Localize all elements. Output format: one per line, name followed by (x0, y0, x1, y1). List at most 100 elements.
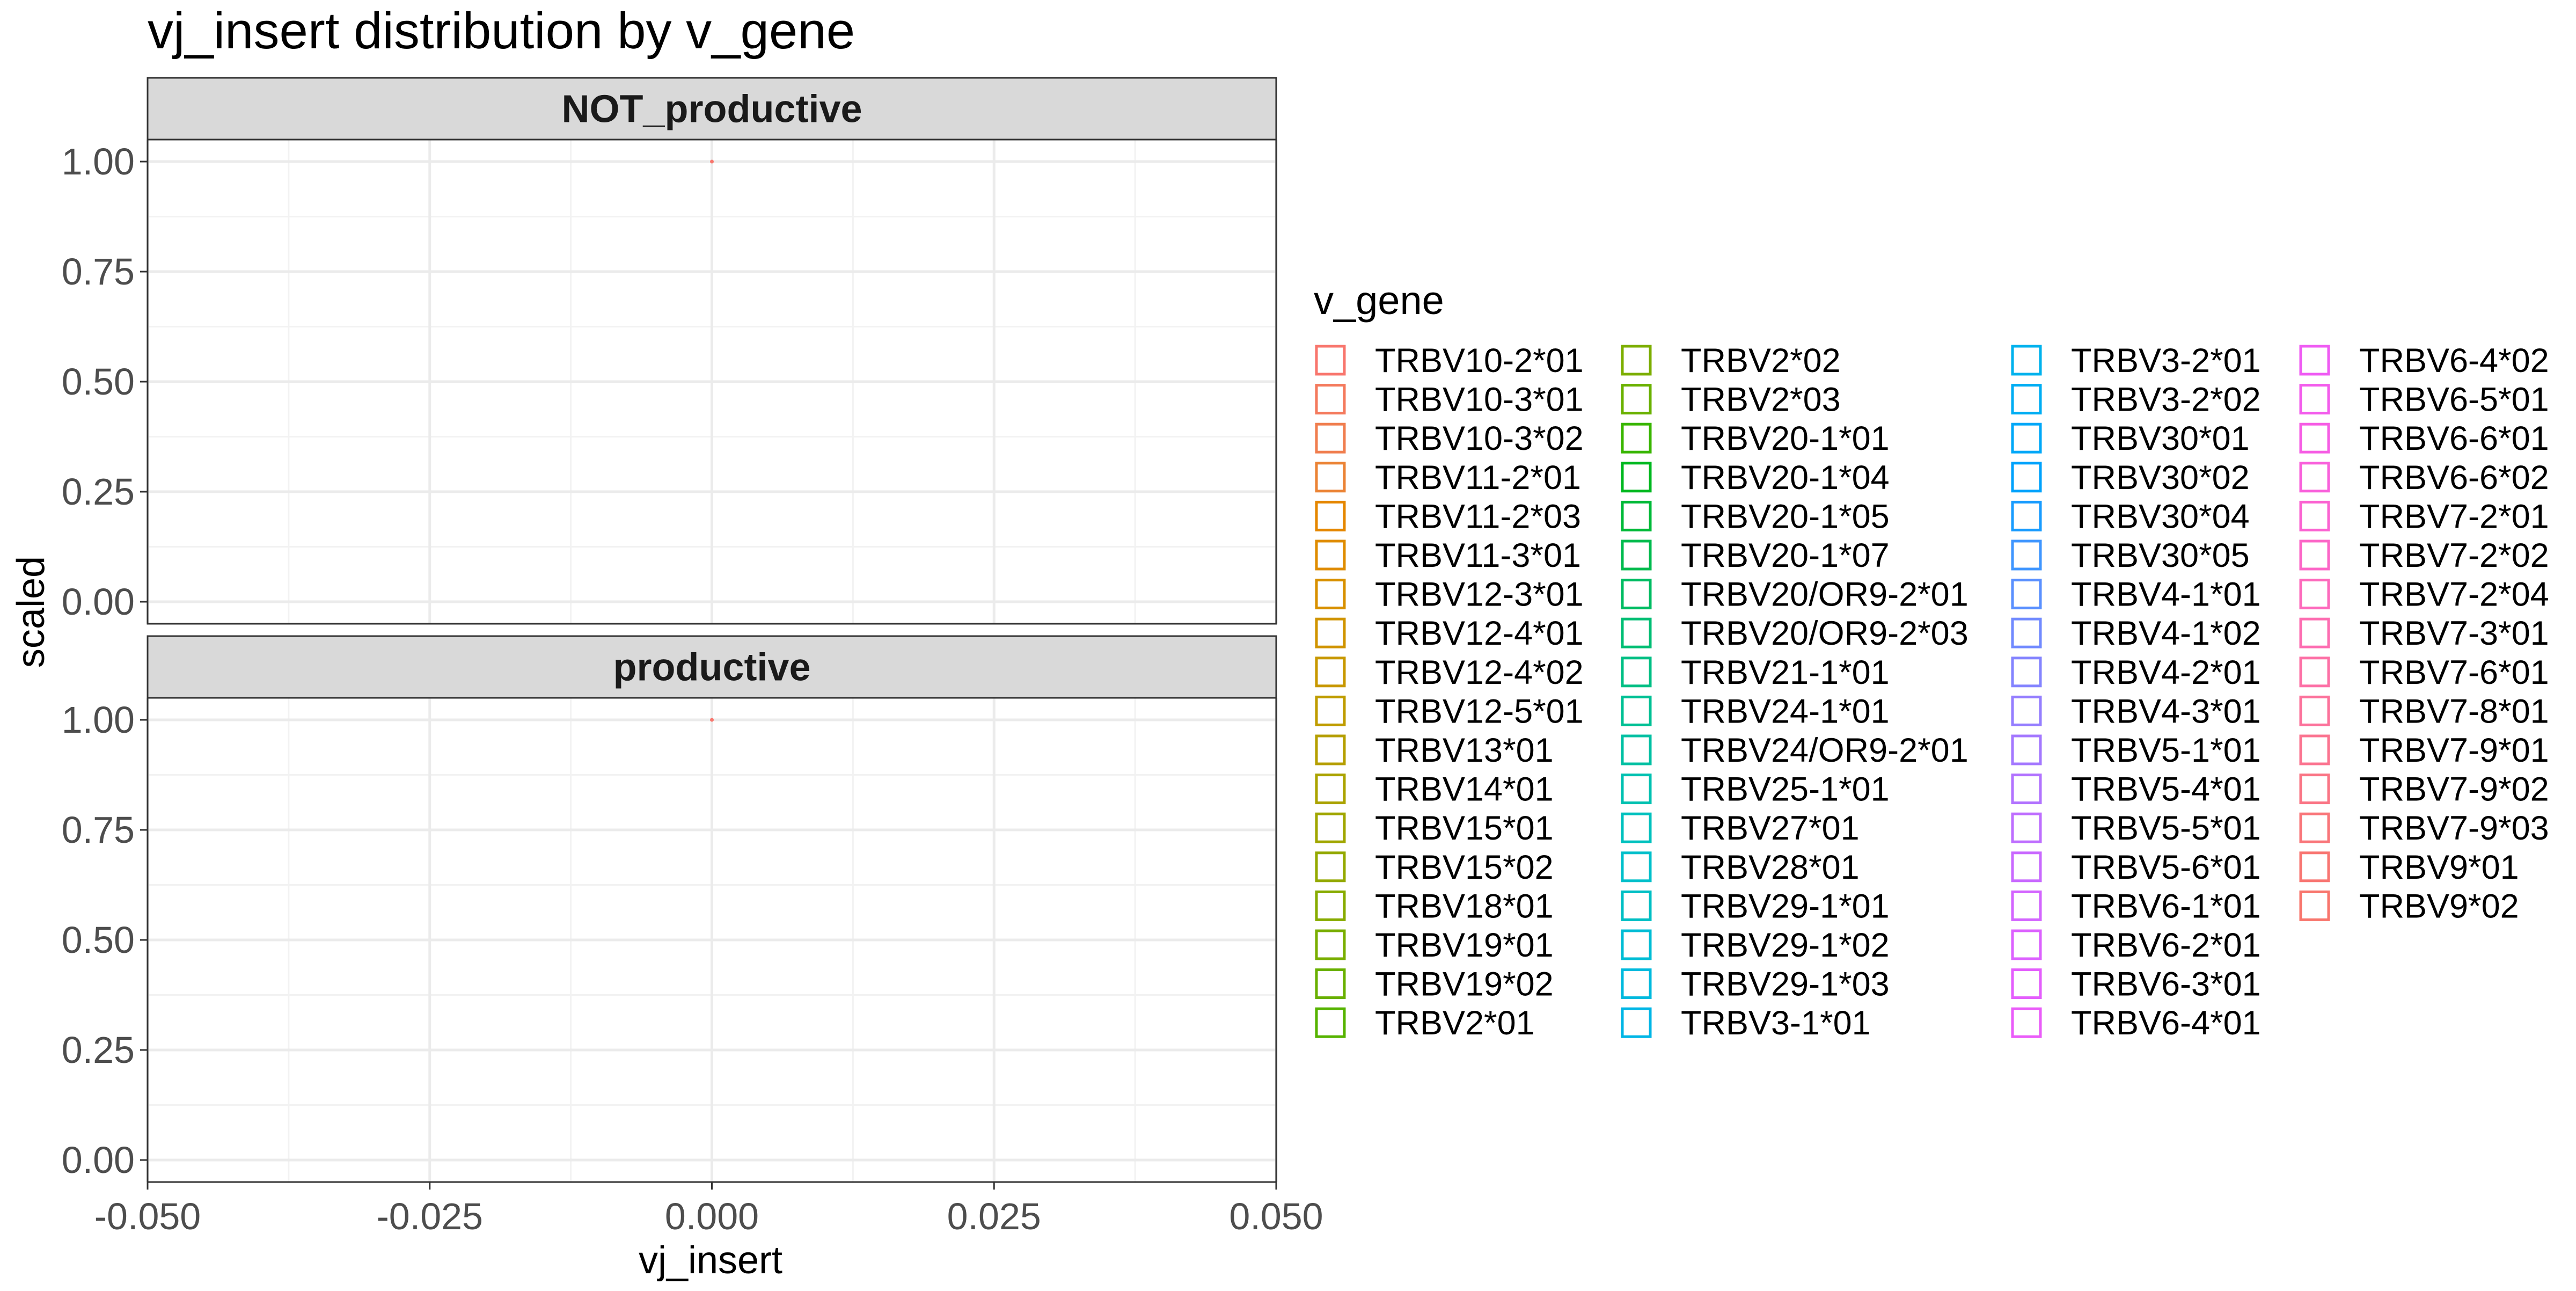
legend-item: TRBV7-2*04 (2299, 576, 2549, 614)
legend-item: TRBV4-3*01 (2011, 692, 2261, 730)
legend-item: TRBV6-6*01 (2299, 420, 2549, 457)
legend-item: TRBV29-1*01 (1621, 887, 1890, 925)
legend-item: TRBV6-3*01 (2011, 966, 2261, 1003)
legend-item: TRBV11-2*03 (1315, 498, 1581, 535)
y-tick-label: 1.00 (62, 699, 135, 741)
legend-key (1621, 968, 1652, 1000)
legend-item: TRBV20-1*07 (1621, 537, 1890, 574)
legend-item: TRBV24/OR9-2*01 (1621, 732, 1968, 769)
legend-item: TRBV19*02 (1315, 966, 1554, 1003)
legend-label: TRBV20-1*07 (1681, 537, 1890, 574)
legend-item: TRBV7-6*01 (2299, 654, 2549, 691)
legend-label: TRBV7-3*01 (2359, 615, 2549, 652)
legend-label: TRBV15*01 (1375, 809, 1554, 847)
legend-item: TRBV28*01 (1621, 849, 1860, 886)
legend-label: TRBV29-1*02 (1681, 927, 1890, 964)
legend-item: TRBV20/OR9-2*01 (1621, 576, 1968, 614)
legend-label: TRBV4-1*01 (2071, 576, 2261, 614)
legend-key (1621, 774, 1652, 805)
facet-strip-label: NOT_productive (561, 88, 862, 131)
legend-key (2011, 657, 2042, 688)
legend-item: TRBV6-6*02 (2299, 459, 2549, 497)
legend-item: TRBV6-5*01 (2299, 381, 2549, 419)
legend-label: TRBV6-1*01 (2071, 887, 2261, 925)
legend-label: TRBV4-3*01 (2071, 692, 2261, 730)
legend-label: TRBV28*01 (1681, 849, 1860, 886)
y-tick-label: 0.50 (62, 919, 135, 961)
legend-key (1315, 851, 1346, 882)
legend-key (1621, 657, 1652, 688)
legend-label: TRBV5-1*01 (2071, 732, 2261, 769)
legend-item: TRBV5-5*01 (2011, 809, 2261, 847)
legend-label: TRBV12-4*02 (1375, 654, 1584, 691)
x-axis-title: vj_insert (639, 1239, 782, 1282)
legend-item: TRBV7-2*02 (2299, 537, 2549, 574)
legend-key (2299, 657, 2330, 688)
legend-item: TRBV12-3*01 (1315, 576, 1584, 614)
legend-item: TRBV7-9*02 (2299, 771, 2549, 808)
legend-label: TRBV5-6*01 (2071, 849, 2261, 886)
legend-key (2299, 422, 2330, 454)
legend-key (1315, 617, 1346, 648)
legend-label: TRBV14*01 (1375, 771, 1554, 808)
legend-key (2299, 695, 2330, 726)
legend-item: TRBV5-4*01 (2011, 771, 2261, 808)
y-axis-title: scaled (10, 556, 53, 668)
legend-label: TRBV20-1*05 (1681, 498, 1890, 535)
legend-label: TRBV20/OR9-2*01 (1681, 576, 1968, 614)
legend-label: TRBV24/OR9-2*01 (1681, 732, 1968, 769)
legend-key (2011, 422, 2042, 454)
legend-key (2299, 812, 2330, 843)
legend-items: TRBV10-2*01TRBV10-3*01TRBV10-3*02TRBV11-… (1315, 342, 2549, 1042)
legend-key (1621, 345, 1652, 376)
facet-panel: NOT_productive 0.00 0.25 0.50 0.75 1.00 (62, 77, 1278, 625)
legend-item: TRBV9*01 (2299, 849, 2519, 886)
legend-key (1315, 345, 1346, 376)
y-tick-label: 1.00 (62, 141, 135, 183)
legend-key (2299, 617, 2330, 648)
legend-label: TRBV11-3*01 (1375, 537, 1581, 574)
legend-key (2011, 384, 2042, 415)
legend-label: TRBV30*04 (2071, 498, 2250, 535)
legend-item: TRBV19*01 (1315, 927, 1554, 964)
legend-key (1315, 422, 1346, 454)
legend-key (1621, 384, 1652, 415)
legend-item: TRBV12-4*01 (1315, 615, 1584, 652)
legend-item: TRBV10-3*02 (1315, 420, 1584, 457)
legend-key (1621, 500, 1652, 531)
facet-panels: NOT_productive0.000.250.500.751.00produc… (62, 77, 1323, 1237)
legend-key (2299, 462, 2330, 493)
legend-label: TRBV19*02 (1375, 966, 1554, 1003)
facet-strip-label: productive (613, 646, 810, 689)
legend-title: v_gene (1314, 278, 1444, 323)
legend-item: TRBV6-2*01 (2011, 927, 2261, 964)
legend-item: TRBV30*02 (2011, 459, 2250, 497)
legend-key (1621, 462, 1652, 493)
legend-label: TRBV13*01 (1375, 732, 1554, 769)
legend-key (1315, 890, 1346, 921)
legend-item: TRBV7-8*01 (2299, 692, 2549, 730)
legend-key (2011, 890, 2042, 921)
legend-label: TRBV7-2*04 (2359, 576, 2549, 614)
legend-key (1315, 929, 1346, 960)
legend-item: TRBV24-1*01 (1621, 692, 1890, 730)
y-tick-label: 0.00 (62, 1139, 135, 1181)
x-tick-label: -0.050 (94, 1195, 201, 1237)
legend-key (2011, 734, 2042, 765)
legend-key (1621, 539, 1652, 571)
legend-label: TRBV10-3*01 (1375, 381, 1584, 419)
legend-label: TRBV9*01 (2359, 849, 2519, 886)
legend-key (1621, 851, 1652, 882)
legend-item: TRBV20-1*04 (1621, 459, 1890, 497)
y-tick-label: 0.75 (62, 251, 135, 293)
legend-key (1315, 812, 1346, 843)
legend-label: TRBV6-5*01 (2359, 381, 2549, 419)
legend-item: TRBV14*01 (1315, 771, 1554, 808)
legend-key (2011, 617, 2042, 648)
legend-label: TRBV4-1*02 (2071, 615, 2261, 652)
legend-item: TRBV20-1*01 (1621, 420, 1890, 457)
legend-item: TRBV9*02 (2299, 887, 2519, 925)
legend-key (1315, 539, 1346, 571)
legend-label: TRBV6-4*02 (2359, 342, 2549, 380)
legend-key (2299, 579, 2330, 610)
